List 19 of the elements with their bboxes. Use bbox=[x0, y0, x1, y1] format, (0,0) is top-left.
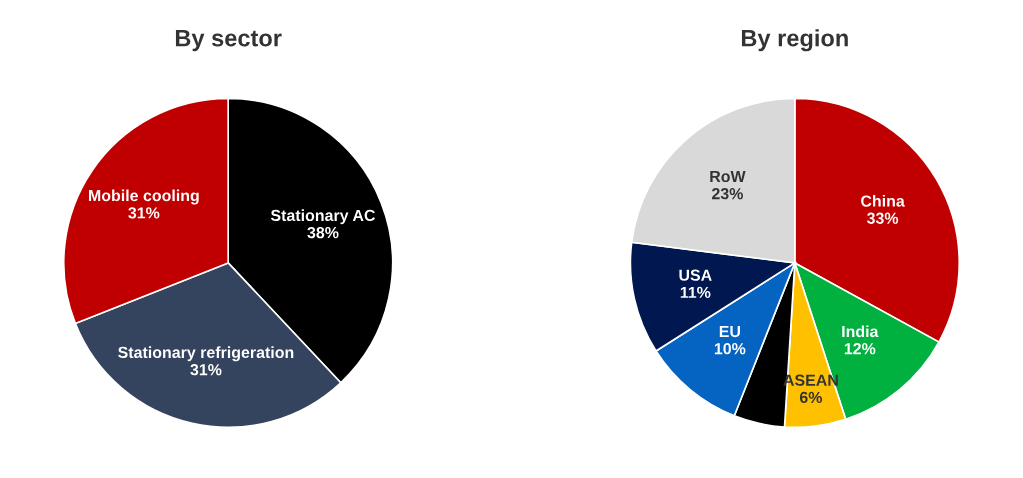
data-label: 33% bbox=[866, 212, 899, 224]
slice-label: China bbox=[861, 194, 905, 207]
slice-label: Stationary AC bbox=[270, 209, 376, 225]
data-label: 23% bbox=[711, 188, 743, 200]
chart-title: By sector bbox=[175, 30, 282, 52]
data-label: 11% bbox=[680, 286, 711, 298]
data-label: 6% bbox=[799, 391, 823, 404]
slice-label: Stationary refrigeration bbox=[118, 346, 294, 362]
slice-label: EU bbox=[719, 325, 740, 338]
data-label: 10% bbox=[714, 343, 746, 355]
data-label: 12% bbox=[844, 343, 876, 355]
data-label: 31% bbox=[190, 364, 222, 376]
chart-title: By region bbox=[741, 29, 848, 52]
slice-label: India bbox=[842, 325, 879, 338]
slice-label: Mobile cooling bbox=[89, 189, 199, 205]
data-label: 38% bbox=[307, 226, 339, 239]
data-label: 31% bbox=[128, 207, 160, 219]
slice-label: RoW bbox=[710, 170, 746, 183]
slice-label: USA bbox=[679, 269, 712, 281]
